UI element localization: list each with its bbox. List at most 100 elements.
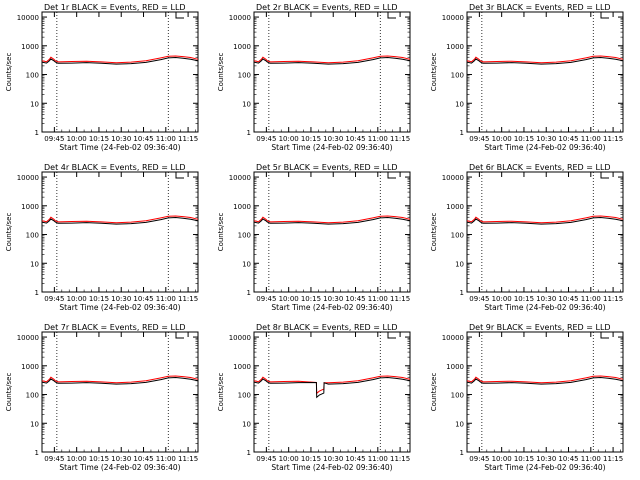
series-events-line <box>41 216 199 225</box>
y-tick-label: 10000 <box>442 334 464 342</box>
plot-frame <box>41 331 199 453</box>
x-tick-label: 10:15 <box>89 295 109 303</box>
x-tick-label: 10:30 <box>323 135 343 143</box>
panel-title: Det 7r BLACK = Events, RED = LLD <box>44 323 186 332</box>
panel-det-7: Det 7r BLACK = Events, RED = LLD 1 10 100 10… <box>5 323 199 472</box>
series-events-line <box>41 56 199 65</box>
bracket-marker <box>387 12 396 19</box>
y-tick-label: 1 <box>247 129 251 137</box>
y-tick-label: 1000 <box>446 363 464 371</box>
y-tick-label: 1 <box>35 289 39 297</box>
x-axis-label: Start Time (24-Feb-02 09:36:40) <box>484 143 605 152</box>
x-tick-label: 10:15 <box>301 135 321 143</box>
x-tick-label: 10:30 <box>536 295 556 303</box>
y-tick-label: 1000 <box>446 203 464 211</box>
series-events-line <box>466 216 624 225</box>
panel-det-6: Det 6r BLACK = Events, RED = LLD 1 10 100 10… <box>430 163 624 312</box>
series-events-line <box>41 376 199 385</box>
bracket-marker <box>387 332 396 339</box>
panel-det-1: Det 1r BLACK = Events, RED = LLD 1 10 100 10… <box>5 3 199 152</box>
x-tick-label: 10:45 <box>345 455 365 463</box>
y-tick-label: 10 <box>242 260 251 268</box>
x-tick-label: 11:00 <box>156 135 176 143</box>
x-tick-label: 09:45 <box>256 295 276 303</box>
y-tick-label: 1 <box>35 129 39 137</box>
x-tick-label: 09:45 <box>44 135 64 143</box>
y-tick-label: 10000 <box>229 14 251 22</box>
series-lld-line <box>466 55 624 64</box>
panel-det-3: Det 3r BLACK = Events, RED = LLD 1 10 100 10… <box>430 3 624 152</box>
plot-frame <box>466 331 624 453</box>
x-tick-label: 11:15 <box>603 135 623 143</box>
bracket-marker <box>600 172 609 179</box>
y-tick-label: 100 <box>26 72 39 80</box>
x-tick-label: 11:00 <box>368 295 388 303</box>
plot-frame <box>41 171 199 293</box>
x-tick-label: 10:45 <box>133 455 153 463</box>
x-tick-label: 10:15 <box>89 455 109 463</box>
x-tick-label: 11:00 <box>368 135 388 143</box>
plot-frame <box>41 11 199 133</box>
y-tick-label: 1000 <box>446 43 464 51</box>
x-tick-label: 10:30 <box>536 455 556 463</box>
y-tick-label: 100 <box>238 72 251 80</box>
y-axis-label: Counts/sec <box>5 213 13 252</box>
panel-title: Det 5r BLACK = Events, RED = LLD <box>256 163 398 172</box>
y-tick-label: 10 <box>30 260 39 268</box>
x-tick-label: 10:00 <box>279 295 299 303</box>
bracket-marker <box>175 332 184 339</box>
panel-title: Det 4r BLACK = Events, RED = LLD <box>44 163 186 172</box>
y-tick-label: 10000 <box>442 14 464 22</box>
y-tick-label: 10 <box>242 100 251 108</box>
x-tick-label: 09:45 <box>469 135 489 143</box>
x-tick-label: 10:45 <box>133 135 153 143</box>
x-tick-label: 09:45 <box>469 295 489 303</box>
x-tick-label: 10:45 <box>133 295 153 303</box>
series-lld-line <box>253 55 411 64</box>
panel-det-2: Det 2r BLACK = Events, RED = LLD 1 10 100 10… <box>217 3 411 152</box>
panel-det-8: Det 8r BLACK = Events, RED = LLD 1 10 100 10… <box>217 323 411 472</box>
y-tick-label: 100 <box>451 72 464 80</box>
x-tick-label: 10:15 <box>301 295 321 303</box>
x-axis-label: Start Time (24-Feb-02 09:36:40) <box>271 463 392 472</box>
x-tick-label: 10:30 <box>111 455 131 463</box>
series-lld-line <box>41 215 199 224</box>
panel-title: Det 2r BLACK = Events, RED = LLD <box>256 3 398 12</box>
y-tick-label: 1 <box>460 129 464 137</box>
y-axis-label: Counts/sec <box>5 53 13 92</box>
y-tick-label: 10000 <box>229 334 251 342</box>
y-tick-label: 1000 <box>233 43 251 51</box>
x-tick-label: 11:00 <box>581 455 601 463</box>
y-axis-label: Counts/sec <box>430 373 438 412</box>
x-tick-label: 09:45 <box>256 455 276 463</box>
x-tick-label: 10:30 <box>323 455 343 463</box>
panel-det-9: Det 9r BLACK = Events, RED = LLD 1 10 100 10… <box>430 323 624 472</box>
y-tick-label: 10 <box>242 420 251 428</box>
x-tick-label: 10:00 <box>492 295 512 303</box>
x-tick-label: 10:45 <box>558 295 578 303</box>
y-tick-label: 10000 <box>17 334 39 342</box>
bracket-marker <box>387 172 396 179</box>
x-tick-label: 11:15 <box>178 135 198 143</box>
y-axis-label: Counts/sec <box>430 213 438 252</box>
series-events-line <box>253 376 411 399</box>
y-tick-label: 100 <box>238 232 251 240</box>
bracket-marker <box>175 172 184 179</box>
panel-title: Det 1r BLACK = Events, RED = LLD <box>44 3 186 12</box>
x-tick-label: 10:30 <box>111 135 131 143</box>
y-tick-label: 1 <box>460 449 464 457</box>
panel-det-4: Det 4r BLACK = Events, RED = LLD 1 10 100 10… <box>5 163 199 312</box>
x-tick-label: 11:15 <box>178 295 198 303</box>
x-tick-label: 11:15 <box>390 135 410 143</box>
plot-frame <box>253 331 411 453</box>
x-tick-label: 10:45 <box>558 455 578 463</box>
x-axis-label: Start Time (24-Feb-02 09:36:40) <box>271 303 392 312</box>
x-tick-label: 09:45 <box>469 455 489 463</box>
x-tick-label: 10:30 <box>536 135 556 143</box>
bracket-marker <box>600 332 609 339</box>
y-tick-label: 100 <box>451 232 464 240</box>
y-tick-label: 10 <box>30 420 39 428</box>
x-tick-label: 10:00 <box>492 135 512 143</box>
x-tick-label: 10:15 <box>89 135 109 143</box>
y-axis-label: Counts/sec <box>217 53 225 92</box>
